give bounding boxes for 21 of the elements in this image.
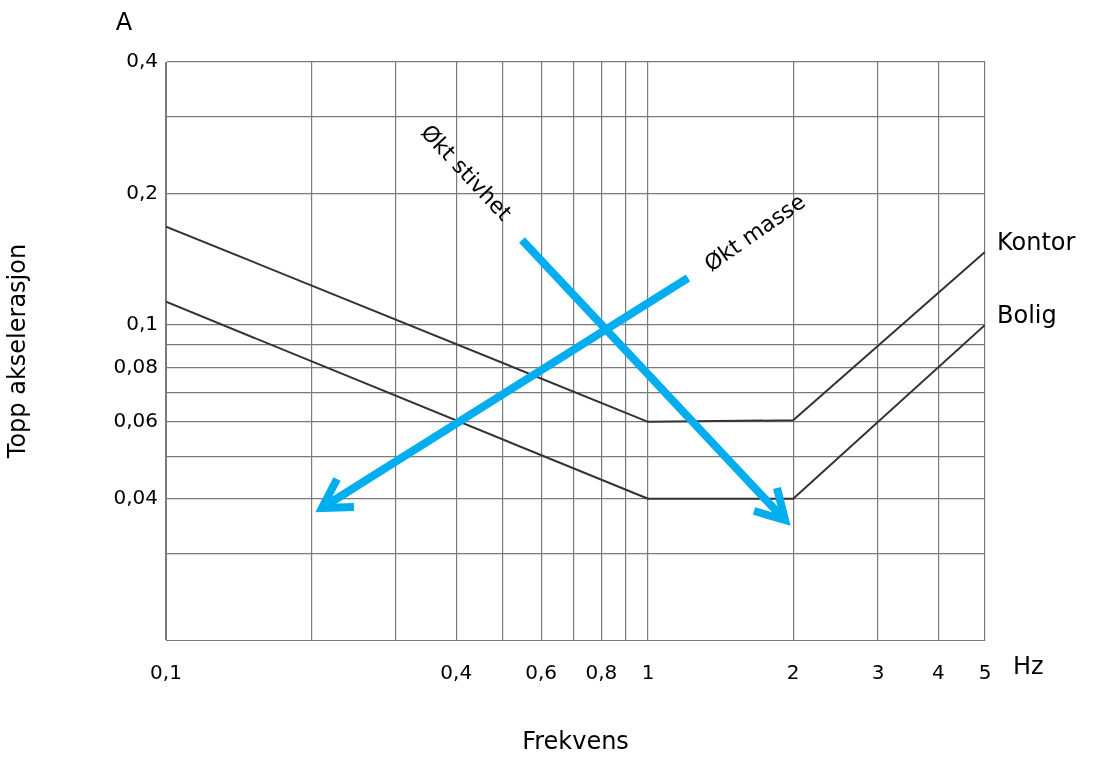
x-tick-label: 4 — [931, 660, 945, 685]
x-tick-label: 3 — [871, 660, 885, 685]
y-tick-label: 0,04 — [113, 484, 158, 509]
x-tick-label: 1 — [641, 660, 655, 685]
x-tick-label: 2 — [786, 660, 800, 685]
text: A — [115, 8, 133, 37]
y-tick-label: 0,06 — [113, 408, 158, 433]
x-tick-label: 0,1 — [150, 660, 182, 685]
x-tick-label: 5 — [978, 660, 992, 685]
y-tick-label: 0,1 — [126, 311, 158, 336]
x-tick-label: 0,6 — [525, 660, 558, 685]
x-tick-label: 0,4 — [440, 660, 473, 685]
series-label: Bolig — [997, 301, 1057, 330]
x-axis-title: Frekvens — [522, 726, 629, 755]
series-label: Kontor — [997, 228, 1076, 257]
y-tick-label: 0,2 — [126, 179, 158, 204]
y-axis-title: Topp akselerasjon — [2, 243, 31, 460]
y-tick-label: 0,08 — [113, 353, 158, 378]
y-tick-label: 0,4 — [126, 48, 158, 73]
text: Hz — [1013, 652, 1044, 681]
x-tick-label: 0,8 — [585, 660, 618, 685]
